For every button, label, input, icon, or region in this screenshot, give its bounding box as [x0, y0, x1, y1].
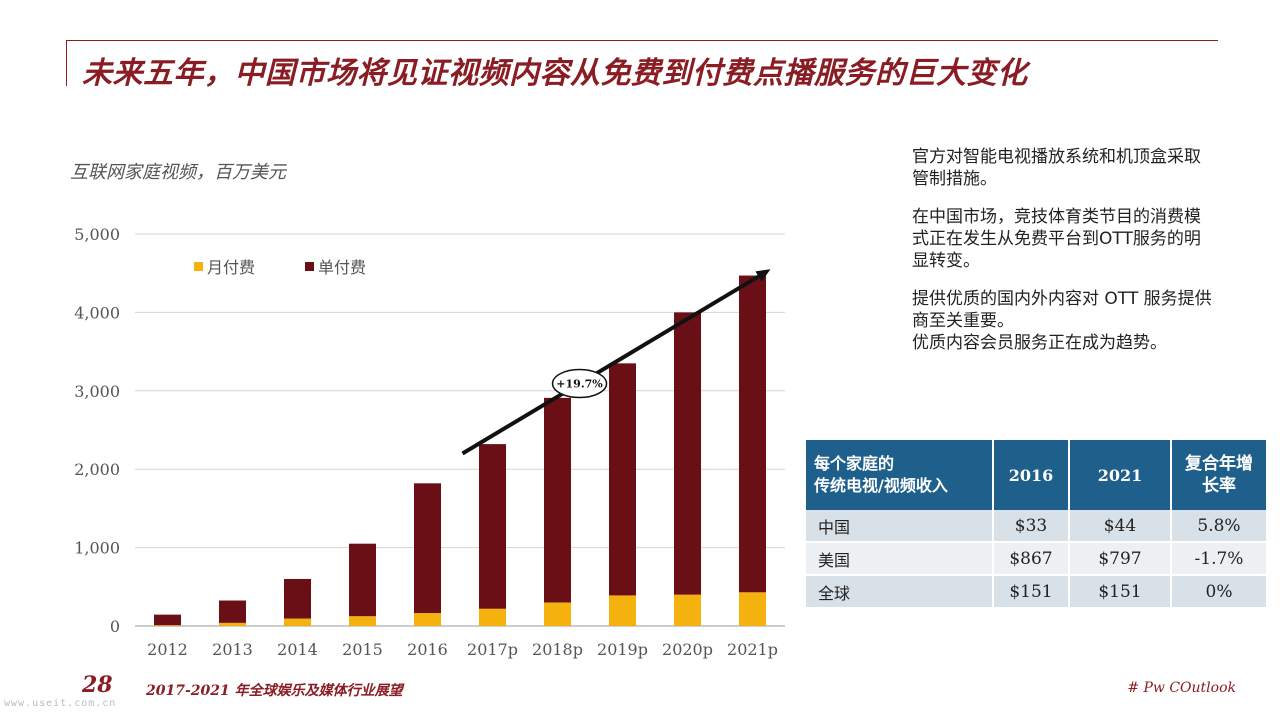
bar: [674, 312, 701, 595]
title-rule-top: [66, 40, 1218, 41]
slide-title: 未来五年，中国市场将见证视频内容从免费到付费点播服务的巨大变化: [82, 56, 1028, 91]
x-tick-label: 2017p: [467, 640, 518, 659]
side-note-3: 提供优质的国内外内容对 OTT 服务提供商至关重要。 优质内容会员服务正在成为趋…: [912, 289, 1212, 353]
bar: [609, 363, 636, 596]
title-rule-left: [66, 40, 67, 86]
y-tick-label: 4,000: [74, 303, 120, 322]
bar: [609, 595, 636, 626]
stacked-bar-chart: 0 1,000 2,000 3,000 4,000 5,000 2012 2013 2014 20…: [74, 225, 785, 659]
table-cell-2021: $151: [1069, 575, 1172, 609]
bar: [674, 594, 701, 626]
x-tick-label: 2021p: [727, 640, 778, 659]
bar: [414, 483, 441, 614]
footer-title: 2017-2021 年全球娱乐及媒体行业展望: [146, 683, 403, 699]
bar: [739, 592, 766, 626]
table-cell-region: 全球: [806, 575, 994, 609]
table-header-2016: 2016: [993, 440, 1070, 510]
x-tick-label: 2018p: [532, 640, 583, 659]
bar: [739, 275, 766, 593]
growth-arrow-head: [755, 269, 771, 282]
growth-label-bubble: [551, 368, 608, 399]
legend-label: 月付费: [207, 258, 255, 277]
table-cell-2016: $151: [993, 575, 1070, 609]
page-number: 28: [82, 672, 113, 698]
table-cell-cagr: 5.8%: [1171, 510, 1266, 543]
x-tick-label: 2012: [147, 640, 188, 659]
footer-hashtag: # Pw COutlook: [1127, 680, 1236, 696]
bar: [219, 622, 246, 626]
table-header-cagr: 复合年增 长率: [1171, 440, 1266, 510]
bar: [479, 608, 506, 626]
table-header-2021: 2021: [1069, 440, 1172, 510]
bar: [414, 613, 441, 626]
growth-arrow: [461, 274, 760, 456]
table-row: 全球 $151 $151 0%: [806, 575, 1266, 609]
bar: [349, 616, 376, 626]
table-cell-region: 中国: [806, 510, 994, 543]
y-tick-label: 5,000: [74, 225, 120, 244]
bar: [544, 602, 571, 626]
y-tick-label: 2,000: [74, 460, 120, 479]
table-cell-2021: $797: [1069, 542, 1172, 576]
x-tick-label: 2016: [407, 640, 448, 659]
x-tick-label: 2019p: [597, 640, 648, 659]
table-row: 美国 $867 $797 -1.7%: [806, 542, 1266, 576]
table-cell-cagr: 0%: [1171, 575, 1266, 609]
side-notes: 官方对智能电视播放系统和机顶盒采取管制措施。 在中国市场，竞技体育类节目的消费模…: [912, 146, 1212, 370]
legend-swatch: [194, 262, 203, 271]
growth-label: +19.7%: [556, 378, 603, 391]
x-tick-label: 2013: [212, 640, 253, 659]
revenue-table: 每个家庭的 传统电视/视频收入 2016 2021 复合年增 长率 中国 $33…: [806, 440, 1266, 609]
x-tick-label: 2020p: [662, 640, 713, 659]
table-header-row: 每个家庭的 传统电视/视频收入 2016 2021 复合年增 长率: [806, 440, 1266, 510]
x-tick-label: 2014: [277, 640, 318, 659]
bar: [479, 444, 506, 609]
bar: [284, 578, 311, 619]
table-cell-2016: $867: [993, 542, 1070, 576]
chart-title: 互联网家庭视频，百万美元: [70, 162, 286, 183]
bar: [154, 625, 181, 626]
table-cell-2021: $44: [1069, 510, 1172, 543]
bar: [219, 600, 246, 623]
table-row: 中国 $33 $44 5.8%: [806, 510, 1266, 543]
watermark: www.useit.com.cn: [4, 698, 117, 709]
bar: [544, 397, 571, 603]
x-tick-label: 2015: [342, 640, 383, 659]
bar: [284, 618, 311, 626]
table-cell-cagr: -1.7%: [1171, 542, 1266, 576]
bar: [154, 614, 181, 626]
table-cell-region: 美国: [806, 542, 994, 576]
table-cell-2016: $33: [993, 510, 1070, 543]
y-tick-label: 1,000: [74, 539, 120, 558]
side-note-1: 官方对智能电视播放系统和机顶盒采取管制措施。: [912, 147, 1201, 189]
legend-swatch: [305, 262, 314, 271]
y-tick-label: 3,000: [74, 382, 120, 401]
side-note-2: 在中国市场，竞技体育类节目的消费模式正在发生从免费平台到OTT服务的明显转变。: [912, 207, 1201, 271]
table-header-metric: 每个家庭的 传统电视/视频收入: [806, 440, 994, 510]
bar: [349, 543, 376, 617]
legend-label: 单付费: [318, 258, 366, 277]
y-tick-label: 0: [110, 617, 120, 636]
